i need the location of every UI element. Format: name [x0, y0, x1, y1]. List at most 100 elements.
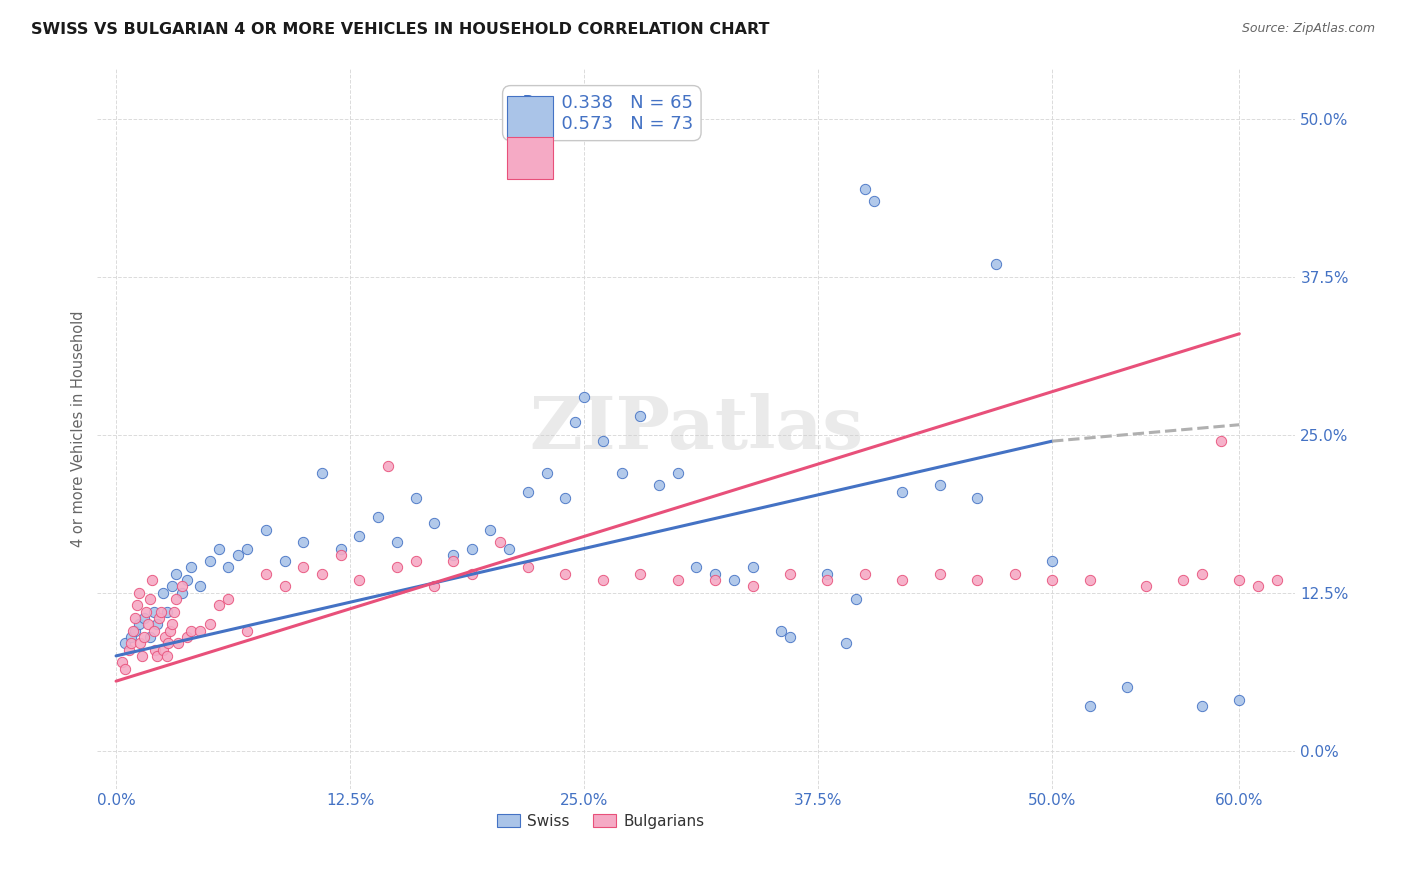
- Y-axis label: 4 or more Vehicles in Household: 4 or more Vehicles in Household: [72, 310, 86, 547]
- Point: [349, 573, 371, 587]
- Point: [1135, 579, 1157, 593]
- Point: [153, 630, 176, 644]
- Point: [1209, 434, 1232, 449]
- Point: [928, 566, 950, 581]
- Point: [163, 605, 186, 619]
- Point: [254, 523, 277, 537]
- Point: [628, 566, 651, 581]
- Point: [170, 586, 193, 600]
- Point: [208, 541, 231, 556]
- Point: [377, 459, 399, 474]
- Point: [273, 554, 295, 568]
- Point: [853, 566, 876, 581]
- Point: [135, 605, 157, 619]
- Point: [817, 573, 839, 587]
- Point: [385, 535, 408, 549]
- Point: [226, 548, 249, 562]
- Point: [367, 510, 389, 524]
- Point: [853, 181, 876, 195]
- Point: [441, 554, 464, 568]
- Point: [1247, 579, 1270, 593]
- Point: [769, 624, 792, 638]
- Point: [134, 611, 156, 625]
- Point: [741, 560, 763, 574]
- Point: [180, 624, 202, 638]
- Point: [704, 573, 727, 587]
- Point: [148, 611, 170, 625]
- Point: [479, 523, 502, 537]
- Point: [139, 630, 162, 644]
- Point: [966, 491, 988, 505]
- Point: [461, 541, 484, 556]
- Text: Source: ZipAtlas.com: Source: ZipAtlas.com: [1241, 22, 1375, 36]
- Point: [165, 566, 187, 581]
- Point: [779, 566, 801, 581]
- Point: [311, 566, 333, 581]
- Point: [170, 579, 193, 593]
- Point: [152, 586, 174, 600]
- Legend: Swiss, Bulgarians: Swiss, Bulgarians: [491, 807, 710, 835]
- Point: [554, 491, 576, 505]
- Point: [254, 566, 277, 581]
- Point: [188, 624, 211, 638]
- Point: [349, 529, 371, 543]
- Point: [666, 466, 689, 480]
- Point: [628, 409, 651, 423]
- Point: [498, 541, 520, 556]
- Point: [610, 466, 633, 480]
- Point: [311, 466, 333, 480]
- Point: [120, 636, 142, 650]
- Point: [145, 642, 167, 657]
- Point: [1191, 566, 1213, 581]
- Point: [292, 560, 315, 574]
- Point: [150, 605, 173, 619]
- Point: [236, 624, 259, 638]
- Point: [124, 624, 146, 638]
- Point: [405, 554, 427, 568]
- Point: [157, 636, 180, 650]
- Point: [165, 592, 187, 607]
- Point: [863, 194, 886, 209]
- Point: [236, 541, 259, 556]
- Point: [817, 566, 839, 581]
- Point: [741, 579, 763, 593]
- Point: [125, 599, 148, 613]
- Point: [292, 535, 315, 549]
- Point: [592, 573, 614, 587]
- Point: [1171, 573, 1194, 587]
- Point: [1265, 573, 1288, 587]
- Point: [128, 617, 150, 632]
- Point: [122, 624, 145, 638]
- Text: R = 0.338   N = 65
  R = 0.573   N = 73: R = 0.338 N = 65 R = 0.573 N = 73: [510, 94, 693, 133]
- Point: [891, 484, 914, 499]
- Point: [572, 390, 595, 404]
- Point: [966, 573, 988, 587]
- Point: [564, 415, 586, 429]
- Point: [891, 573, 914, 587]
- Point: [114, 636, 136, 650]
- Point: [984, 257, 1007, 271]
- Point: [159, 624, 181, 638]
- Point: [1040, 554, 1063, 568]
- Point: [405, 491, 427, 505]
- Point: [198, 617, 221, 632]
- Point: [111, 655, 134, 669]
- Point: [152, 642, 174, 657]
- Point: [136, 617, 159, 632]
- Point: [1004, 566, 1026, 581]
- Point: [208, 599, 231, 613]
- Point: [176, 630, 198, 644]
- Point: [273, 579, 295, 593]
- Point: [1116, 681, 1139, 695]
- Point: [129, 636, 152, 650]
- Point: [704, 566, 727, 581]
- Point: [180, 560, 202, 574]
- Point: [131, 648, 153, 663]
- Point: [461, 566, 484, 581]
- Point: [423, 579, 446, 593]
- Point: [156, 605, 179, 619]
- Point: [928, 478, 950, 492]
- Point: [423, 516, 446, 531]
- Point: [779, 630, 801, 644]
- Point: [329, 541, 352, 556]
